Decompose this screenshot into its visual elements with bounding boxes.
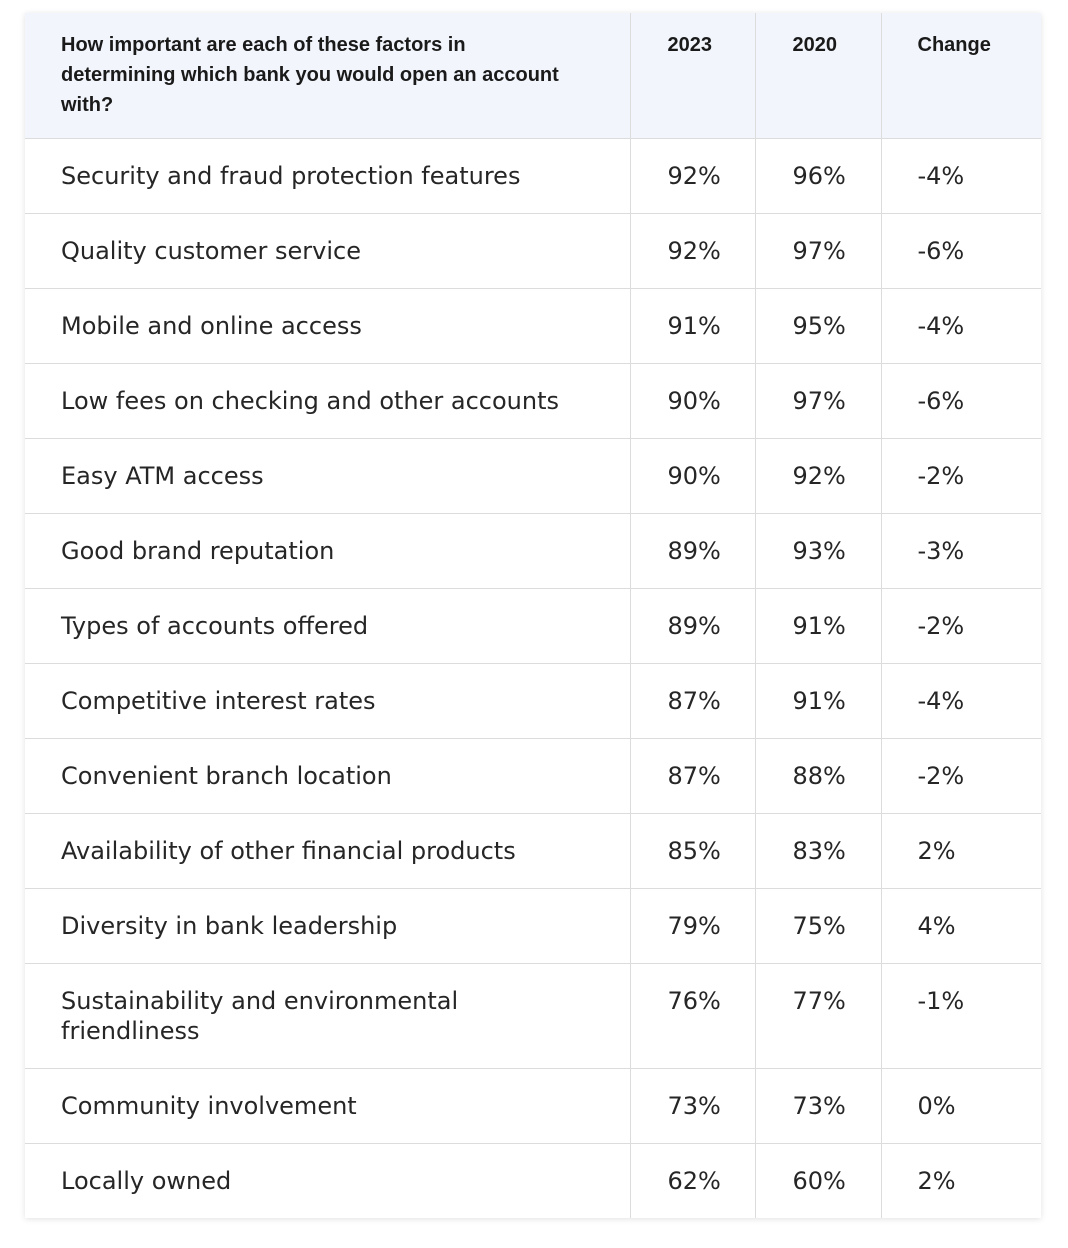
table-row: Diversity in bank leadership 79% 75% 4%: [25, 888, 1041, 963]
change-cell: -3%: [880, 513, 1041, 588]
change-cell: -2%: [880, 438, 1041, 513]
value-2020-cell: 73%: [754, 1068, 881, 1143]
header-2023: 2023: [629, 13, 755, 138]
change-cell: 0%: [880, 1068, 1041, 1143]
factor-cell: Availability of other financial products: [61, 836, 516, 865]
table-row: Community involvement 73% 73% 0%: [25, 1068, 1041, 1143]
change-cell: -4%: [880, 138, 1041, 213]
table-header: How important are each of these factors …: [25, 13, 1041, 138]
value-2020-cell: 77%: [754, 963, 881, 1068]
table-body: Security and fraud protection features 9…: [25, 138, 1041, 1218]
value-2020-cell: 92%: [754, 438, 881, 513]
value-2020-cell: 91%: [754, 663, 881, 738]
table-row: Low fees on checking and other accounts …: [25, 363, 1041, 438]
value-2023-cell: 92%: [629, 213, 755, 288]
change-cell: -6%: [880, 363, 1041, 438]
factor-cell: Locally owned: [61, 1166, 232, 1195]
table-row: Good brand reputation 89% 93% -3%: [25, 513, 1041, 588]
value-2020-cell: 60%: [754, 1143, 881, 1218]
value-2023-cell: 85%: [629, 813, 755, 888]
header-row: How important are each of these factors …: [25, 13, 1041, 138]
table-row: Mobile and online access 91% 95% -4%: [25, 288, 1041, 363]
change-cell: 2%: [880, 1143, 1041, 1218]
factor-cell: Community involvement: [61, 1091, 357, 1120]
factor-cell: Low fees on checking and other accounts: [61, 386, 559, 415]
value-2023-cell: 79%: [629, 888, 755, 963]
value-2020-cell: 96%: [754, 138, 881, 213]
factor-cell: Types of accounts offered: [61, 611, 369, 640]
value-2023-cell: 89%: [629, 588, 755, 663]
value-2023-cell: 90%: [629, 363, 755, 438]
value-2020-cell: 97%: [754, 363, 881, 438]
table-row: Competitive interest rates 87% 91% -4%: [25, 663, 1041, 738]
value-2020-cell: 93%: [754, 513, 881, 588]
value-2020-cell: 83%: [754, 813, 881, 888]
value-2020-cell: 97%: [754, 213, 881, 288]
bank-factors-table: How important are each of these factors …: [25, 13, 1041, 1218]
value-2023-cell: 73%: [629, 1068, 755, 1143]
value-2023-cell: 62%: [629, 1143, 755, 1218]
table-row: Availability of other financial products…: [25, 813, 1041, 888]
factor-cell: Convenient branch location: [61, 761, 392, 790]
change-cell: -4%: [880, 663, 1041, 738]
value-2023-cell: 89%: [629, 513, 755, 588]
value-2023-cell: 76%: [629, 963, 755, 1068]
table-row: Types of accounts offered 89% 91% -2%: [25, 588, 1041, 663]
header-2020: 2020: [754, 13, 881, 138]
value-2020-cell: 75%: [754, 888, 881, 963]
table-row: Security and fraud protection features 9…: [25, 138, 1041, 213]
factor-cell: Quality customer service: [61, 236, 361, 265]
table-row: Locally owned 62% 60% 2%: [25, 1143, 1041, 1218]
change-cell: -2%: [880, 588, 1041, 663]
table-row: Easy ATM access 90% 92% -2%: [25, 438, 1041, 513]
factor-cell: Competitive interest rates: [61, 686, 376, 715]
change-cell: -4%: [880, 288, 1041, 363]
change-cell: 2%: [880, 813, 1041, 888]
value-2023-cell: 90%: [629, 438, 755, 513]
factors-table-card: How important are each of these factors …: [25, 13, 1041, 1218]
value-2023-cell: 87%: [629, 738, 755, 813]
value-2020-cell: 91%: [754, 588, 881, 663]
change-cell: -2%: [880, 738, 1041, 813]
value-2023-cell: 92%: [629, 138, 755, 213]
factor-cell: Good brand reputation: [61, 536, 335, 565]
factor-cell: Security and fraud protection features: [61, 161, 521, 190]
change-cell: 4%: [880, 888, 1041, 963]
value-2023-cell: 91%: [629, 288, 755, 363]
factor-cell: Easy ATM access: [61, 461, 264, 490]
change-cell: -1%: [880, 963, 1041, 1068]
header-factor-question: How important are each of these factors …: [61, 34, 559, 116]
factor-cell: Mobile and online access: [61, 311, 362, 340]
table-row: Convenient branch location 87% 88% -2%: [25, 738, 1041, 813]
change-cell: -6%: [880, 213, 1041, 288]
factor-cell: Sustainability and environmental friendl…: [61, 986, 459, 1045]
table-row: Sustainability and environmental friendl…: [25, 963, 1041, 1068]
header-change: Change: [880, 13, 1041, 138]
value-2023-cell: 87%: [629, 663, 755, 738]
value-2020-cell: 95%: [754, 288, 881, 363]
factor-cell: Diversity in bank leadership: [61, 911, 398, 940]
table-row: Quality customer service 92% 97% -6%: [25, 213, 1041, 288]
value-2020-cell: 88%: [754, 738, 881, 813]
